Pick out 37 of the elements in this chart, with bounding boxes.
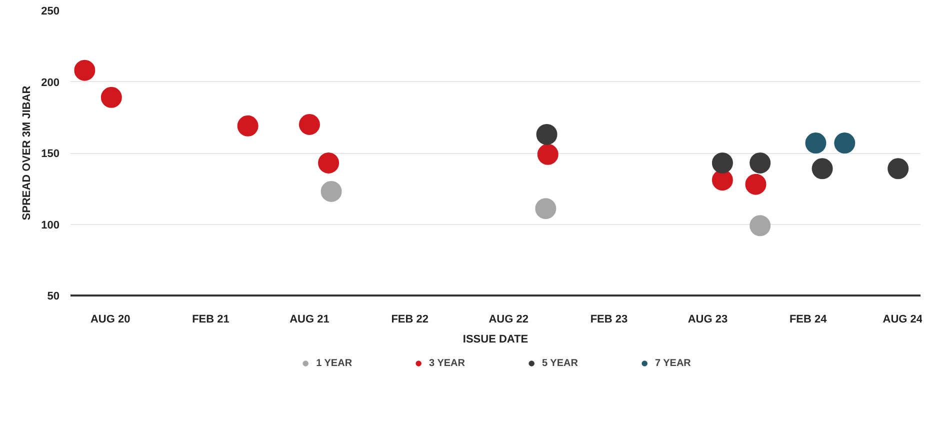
y-tick-label: 200 [41,76,60,89]
x-tick-label: FEB 23 [590,314,628,326]
point [237,115,258,136]
x-axis-title: ISSUE DATE [462,334,528,346]
point [536,124,558,145]
point [535,198,556,220]
legend-label: 1 YEAR [316,358,352,368]
y-tick-label: 50 [47,290,60,302]
x-tick-label: FEB 22 [391,314,428,326]
point [812,158,833,180]
point [712,170,733,191]
point [100,86,122,108]
y-tick-label: 250 [41,6,60,18]
x-tick-label: FEB 21 [192,314,230,326]
y-tick-label: 100 [41,219,60,232]
legend-label: 5 YEAR [542,358,578,368]
point [805,132,826,154]
legend-label: 7 YEAR [654,358,691,368]
x-tick-label: AUG 21 [290,314,330,326]
point [320,180,342,202]
point [537,144,558,165]
point [318,152,340,174]
point [834,132,856,154]
legend-label: 3 YEAR [429,358,465,368]
x-tick-label: FEB 24 [789,314,828,326]
point [888,158,909,180]
x-tick-label: AUG 23 [688,314,728,326]
point [750,152,771,174]
point [712,152,733,174]
point [74,60,96,81]
y-axis-title: SPREAD OVER 3M JIBAR [21,86,34,220]
x-tick-label: AUG 20 [90,314,130,326]
point [750,215,771,236]
point [745,174,766,195]
y-tick-label: 150 [41,148,60,160]
point [298,114,320,135]
x-tick-label: AUG 22 [488,314,528,326]
